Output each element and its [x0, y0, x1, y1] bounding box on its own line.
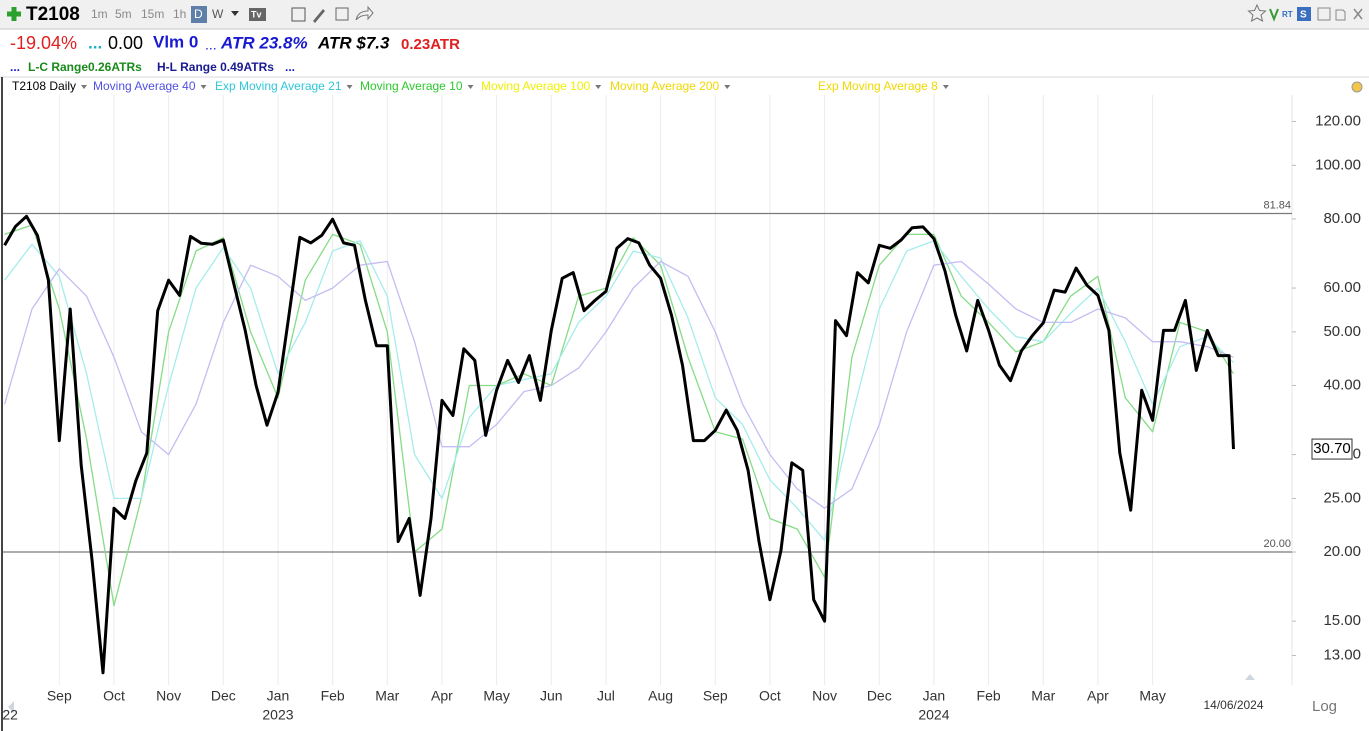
y-tick-label: 25.00: [1323, 489, 1361, 506]
x-tick-label: Oct: [103, 688, 125, 704]
interval[interactable]: 5m: [115, 7, 132, 21]
atr-pct: ATR 23.8%: [220, 33, 308, 52]
legend-dropdown[interactable]: [200, 85, 207, 89]
interval[interactable]: 15m: [141, 7, 164, 21]
year-label: 2024: [918, 707, 949, 723]
dots: ...: [285, 60, 295, 74]
icon[interactable]: [291, 7, 306, 22]
dots: ...: [88, 33, 102, 52]
x-tick-label: Jul: [597, 688, 615, 704]
icon[interactable]: [1335, 9, 1346, 21]
interval[interactable]: 1h: [173, 7, 186, 21]
legend-entry[interactable]: Exp Moving Average 21: [215, 79, 342, 93]
x-tick-label: Feb: [977, 688, 1001, 704]
rt-icon[interactable]: RT: [1282, 10, 1293, 19]
x-tick-label: Jan: [267, 688, 290, 704]
save-icon[interactable]: [1317, 7, 1331, 21]
interval-selected-bg: [191, 6, 207, 23]
year-label: 2023: [262, 707, 293, 723]
atr-ratio: 0.23ATR: [401, 36, 460, 53]
price-line: [3, 214, 1235, 675]
atr-usd: ATR $7.3: [317, 33, 390, 52]
scroll-icon[interactable]: [1245, 674, 1255, 680]
x-tick-label: Aug: [648, 688, 673, 704]
tv-icon[interactable]: [249, 8, 266, 21]
toolbar: [0, 0, 1369, 29]
interval[interactable]: 1m: [91, 7, 108, 21]
icon[interactable]: [335, 7, 349, 21]
x-tick-label: Dec: [211, 688, 236, 704]
x-tick-label: Jan: [923, 688, 946, 704]
level-label: 81.84: [1263, 199, 1291, 211]
star-icon[interactable]: [1247, 3, 1267, 22]
x-tick-label: Sep: [703, 688, 728, 704]
settings-icon[interactable]: [1351, 81, 1363, 93]
last-price-label: 30.70: [1313, 440, 1351, 457]
add-icon[interactable]: [7, 7, 21, 21]
s-icon-bg[interactable]: [1297, 7, 1311, 21]
legend-entry[interactable]: T2108 Daily: [12, 79, 76, 93]
x-tick-label: May: [1139, 688, 1165, 704]
icon[interactable]: [1269, 8, 1279, 22]
tv-label: Tv: [251, 9, 262, 19]
x-tick-label: Sep: [47, 688, 72, 704]
legend-entry[interactable]: Moving Average 100: [481, 79, 591, 93]
y-tick-label: 20.00: [1323, 543, 1361, 560]
legend-dropdown[interactable]: [81, 85, 88, 89]
symbol[interactable]: T2108: [26, 4, 80, 25]
scroll-icon[interactable]: [8, 701, 14, 713]
y-tick-label: 15.00: [1323, 612, 1361, 629]
dots: ...: [205, 37, 217, 53]
dots: ...: [10, 60, 20, 74]
end-date: 14/06/2024: [1203, 698, 1263, 712]
legend-dropdown[interactable]: [724, 85, 731, 89]
x-tick-label: Mar: [1031, 688, 1055, 704]
interval[interactable]: W: [212, 7, 224, 21]
close-icon[interactable]: [1353, 8, 1363, 20]
dropdown-icon[interactable]: [231, 11, 239, 16]
change: -19.04%: [10, 33, 77, 53]
y-tick-label: 120.00: [1315, 112, 1361, 129]
x-tick-label: Mar: [375, 688, 399, 704]
x-tick-label: Dec: [867, 688, 892, 704]
legend-entry[interactable]: Moving Average 200: [610, 79, 720, 93]
hl-range: H-L Range 0.49ATRs: [157, 60, 274, 74]
y-tick-label: 60.00: [1323, 279, 1361, 296]
y-tick-label: 100.00: [1315, 156, 1361, 173]
legend-entry[interactable]: Moving Average 40: [93, 79, 196, 93]
x-tick-label: Apr: [1087, 688, 1109, 704]
legend-dropdown[interactable]: [467, 85, 474, 89]
legend-dropdown[interactable]: [942, 85, 949, 89]
lc-range: L-C Range0.26ATRs: [28, 60, 142, 74]
value: 0.00: [108, 33, 143, 53]
y-tick-label: 13.00: [1323, 647, 1361, 664]
y-tick-label: 50.00: [1323, 323, 1361, 340]
level-label: 20.00: [1263, 538, 1291, 550]
x-tick-label: Oct: [759, 688, 781, 704]
pen-icon[interactable]: [313, 9, 325, 23]
x-tick-label: Nov: [156, 688, 181, 704]
s-icon: S: [1300, 10, 1307, 21]
log-button[interactable]: Log: [1312, 698, 1337, 715]
legend-entry[interactable]: Moving Average 10: [360, 79, 463, 93]
last-price-box: [1311, 438, 1353, 460]
legend-dropdown[interactable]: [595, 85, 602, 89]
y-tick-label: 80.00: [1323, 210, 1361, 227]
legend-dropdown[interactable]: [346, 85, 353, 89]
interval[interactable]: D: [194, 7, 203, 21]
x-tick-label: Feb: [321, 688, 345, 704]
share-icon[interactable]: [355, 5, 374, 21]
x-tick-label: May: [483, 688, 509, 704]
indicator-line: [3, 260, 1234, 509]
volume: Vlm 0: [153, 32, 198, 51]
year-label: 22: [2, 707, 18, 723]
x-tick-label: Apr: [431, 688, 453, 704]
x-tick-label: Nov: [812, 688, 837, 704]
x-tick-label: Jun: [540, 688, 563, 704]
legend-entry[interactable]: Exp Moving Average 8: [818, 79, 938, 93]
y-tick-label: 40.00: [1323, 376, 1361, 393]
